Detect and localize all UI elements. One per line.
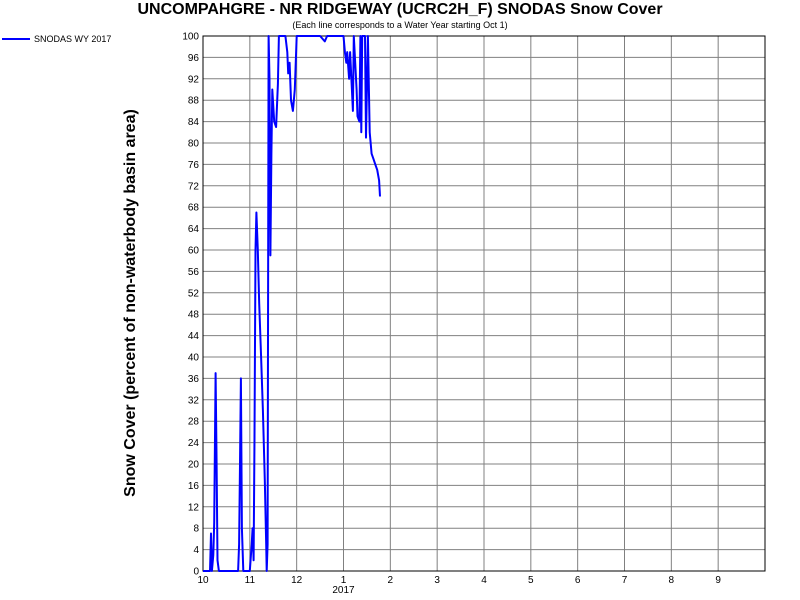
- y-tick-label: 48: [188, 310, 200, 321]
- y-tick-label: 56: [188, 267, 200, 278]
- y-tick-label: 52: [188, 288, 200, 299]
- y-tick-label: 20: [188, 460, 200, 471]
- legend: SNODAS WY 2017: [2, 34, 111, 44]
- y-tick-label: 4: [193, 545, 199, 556]
- y-tick-label: 96: [188, 53, 200, 64]
- y-tick-label: 60: [188, 246, 200, 257]
- y-tick-label: 76: [188, 160, 200, 171]
- x-tick-label: 4: [481, 575, 487, 586]
- y-tick-label: 68: [188, 203, 200, 214]
- x-tick-label: 9: [715, 575, 721, 586]
- y-tick-label: 84: [188, 117, 200, 128]
- y-tick-label: 24: [188, 438, 200, 449]
- x-tick-label: 1: [341, 575, 347, 586]
- chart-subtitle: (Each line corresponds to a Water Year s…: [292, 20, 508, 30]
- plot-border: [202, 35, 766, 572]
- y-tick-label: 16: [188, 481, 200, 492]
- y-tick-label: 32: [188, 395, 200, 406]
- y-tick-label: 100: [182, 32, 199, 43]
- x-tick-label: 8: [669, 575, 675, 586]
- y-tick-label: 12: [188, 502, 200, 513]
- x-tick-label: 3: [434, 575, 440, 586]
- y-tick-label: 64: [188, 224, 200, 235]
- x-tick-label: 2: [388, 575, 394, 586]
- series-line: [203, 35, 381, 572]
- y-tick-label: 0: [193, 567, 199, 578]
- y-axis-label: Snow Cover (percent of non-waterbody bas…: [122, 109, 139, 497]
- y-tick-label: 40: [188, 353, 200, 364]
- y-tick-label: 80: [188, 139, 200, 150]
- x-tick-label: 5: [528, 575, 534, 586]
- y-tick-label: 28: [188, 417, 200, 428]
- legend-label: SNODAS WY 2017: [34, 34, 112, 44]
- y-tick-label: 88: [188, 96, 200, 107]
- x-tick-label: 6: [575, 575, 581, 586]
- y-tick-label: 36: [188, 374, 200, 385]
- y-tick-label: 72: [188, 181, 200, 192]
- legend-swatch: [2, 38, 30, 40]
- y-tick-label: 44: [188, 331, 200, 342]
- x-tick-label: 7: [622, 575, 628, 586]
- x-tick-label: 10: [197, 575, 209, 586]
- chart-title: UNCOMPAHGRE - NR RIDGEWAY (UCRC2H_F) SNO…: [137, 1, 663, 18]
- x-tick-label: 12: [291, 575, 303, 586]
- x-tick-label: 11: [245, 575, 256, 586]
- y-tick-label: 92: [188, 74, 200, 85]
- y-tick-label: 8: [193, 524, 199, 535]
- x-year-label: 2017: [332, 585, 355, 596]
